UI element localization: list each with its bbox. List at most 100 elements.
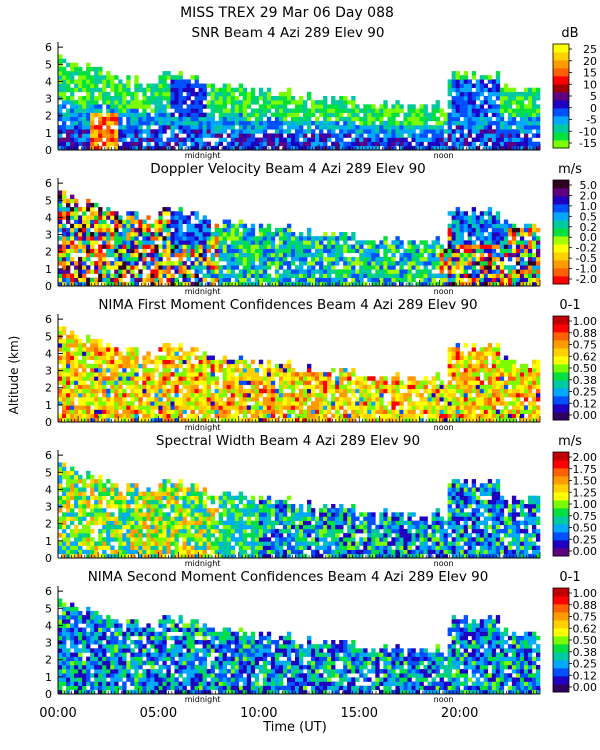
heatmap-cell xyxy=(250,227,256,233)
heatmap-cell xyxy=(355,108,360,113)
heatmap-cell xyxy=(407,116,412,122)
heatmap-cell xyxy=(182,96,187,101)
heatmap-cell xyxy=(395,269,400,274)
heatmap-cell xyxy=(262,376,268,381)
heatmap-cell xyxy=(150,413,155,419)
heatmap-cell xyxy=(419,141,424,147)
heatmap-cell xyxy=(90,129,95,134)
heatmap-cell xyxy=(74,405,79,410)
heatmap-cell xyxy=(218,104,223,109)
heatmap-cell xyxy=(419,277,424,283)
heatmap-cell xyxy=(331,401,336,406)
heatmap-cell xyxy=(471,100,477,105)
heatmap-cell xyxy=(455,376,460,381)
heatmap-cell xyxy=(70,227,75,233)
heatmap-cell xyxy=(463,417,468,423)
heatmap-cell xyxy=(166,232,171,237)
heatmap-cell xyxy=(343,376,348,381)
heatmap-cell xyxy=(487,244,493,249)
heatmap-cell xyxy=(294,129,300,134)
heatmap-cell xyxy=(399,104,404,109)
heatmap-cell xyxy=(114,351,119,356)
heatmap-cell xyxy=(150,409,155,414)
heatmap-cell xyxy=(230,91,236,97)
heatmap-cell xyxy=(114,372,119,377)
heatmap-cell xyxy=(70,256,75,262)
heatmap-cell xyxy=(134,281,139,287)
heatmap-cell xyxy=(70,71,75,76)
heatmap-cell xyxy=(307,240,312,245)
heatmap-cell xyxy=(162,405,167,410)
heatmap-cell xyxy=(487,108,493,113)
heatmap-cell xyxy=(86,141,91,147)
heatmap-cell xyxy=(230,417,236,423)
heatmap-cell xyxy=(122,368,127,373)
heatmap-cell xyxy=(391,108,396,113)
heatmap-cell xyxy=(174,244,179,249)
heatmap-cell xyxy=(479,79,485,84)
heatmap-cell xyxy=(190,252,195,258)
colorbar-swatch xyxy=(553,132,569,141)
heatmap-cell xyxy=(459,219,464,224)
heatmap-cell xyxy=(347,397,352,402)
heatmap-cell xyxy=(82,223,87,229)
heatmap-cell xyxy=(214,384,219,390)
heatmap-cell xyxy=(122,133,127,138)
heatmap-cell xyxy=(375,380,380,385)
heatmap-cell xyxy=(74,133,79,138)
heatmap-cell xyxy=(274,120,280,126)
heatmap-cell xyxy=(487,277,493,283)
heatmap-cell xyxy=(114,108,119,113)
heatmap-cell xyxy=(146,236,151,241)
heatmap-cell xyxy=(258,104,264,109)
heatmap-cell xyxy=(467,248,473,254)
heatmap-cell xyxy=(190,104,195,109)
heatmap-cell xyxy=(138,133,143,138)
heatmap-cell xyxy=(274,256,280,262)
heatmap-cell xyxy=(451,244,456,249)
heatmap-cell xyxy=(118,417,123,423)
heatmap-cell xyxy=(266,244,272,249)
heatmap-cell xyxy=(303,116,308,122)
heatmap-cell xyxy=(98,236,103,241)
heatmap-cell xyxy=(335,133,340,138)
heatmap-cell xyxy=(146,133,151,138)
heatmap-cell xyxy=(106,141,111,147)
heatmap-cell xyxy=(114,413,119,419)
heatmap-cell xyxy=(58,207,63,212)
heatmap-cell xyxy=(447,100,452,105)
heatmap-cell xyxy=(210,277,215,283)
heatmap-cell xyxy=(134,372,139,377)
heatmap-cell xyxy=(463,75,468,80)
heatmap-cell xyxy=(423,133,428,138)
heatmap-cell xyxy=(427,141,432,147)
heatmap-cell xyxy=(299,100,304,105)
heatmap-cell xyxy=(238,252,244,258)
heatmap-cell xyxy=(118,376,123,381)
heatmap-cell xyxy=(415,112,420,118)
heatmap-cell xyxy=(66,79,71,84)
heatmap-cell xyxy=(439,125,444,130)
heatmap-cell xyxy=(170,79,175,84)
heatmap-cell xyxy=(307,405,312,410)
heatmap-cell xyxy=(294,104,300,109)
heatmap-cell xyxy=(198,269,203,274)
heatmap-cell xyxy=(391,261,396,266)
heatmap-cell xyxy=(307,112,312,118)
heatmap-cell xyxy=(294,401,300,406)
heatmap-cell xyxy=(519,227,525,233)
heatmap-cell xyxy=(535,244,541,249)
heatmap-cell xyxy=(94,405,99,410)
heatmap-cell xyxy=(174,351,179,356)
heatmap-cell xyxy=(423,137,428,142)
heatmap-cell xyxy=(439,273,444,278)
heatmap-cell xyxy=(102,273,107,278)
heatmap-cell xyxy=(487,273,493,278)
heatmap-cell xyxy=(122,273,127,278)
heatmap-cell xyxy=(86,125,91,130)
heatmap-cell xyxy=(451,392,456,398)
heatmap-cell xyxy=(282,100,288,105)
heatmap-cell xyxy=(114,417,119,423)
heatmap-cell xyxy=(58,108,63,113)
heatmap-cell xyxy=(214,380,219,385)
